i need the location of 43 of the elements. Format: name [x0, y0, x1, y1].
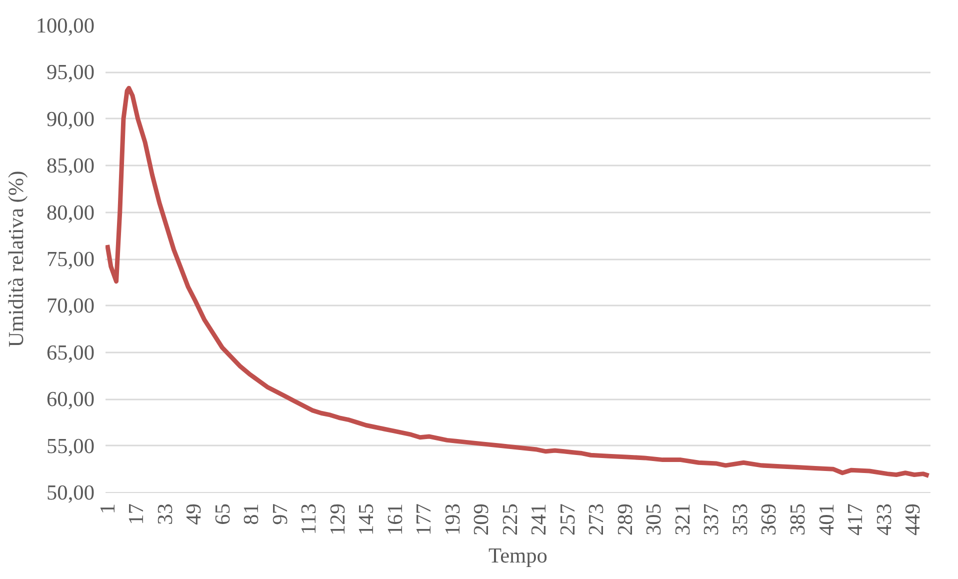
y-axis-title: Umidità relativa (%)	[4, 170, 28, 348]
y-tick-label: 55,00	[46, 434, 95, 458]
y-tick-label: 65,00	[46, 340, 95, 364]
x-tick-label: 401	[814, 503, 838, 536]
x-tick-label: 257	[555, 503, 580, 536]
x-tick-label: 369	[756, 503, 781, 536]
y-tick-label: 80,00	[46, 200, 95, 224]
y-tick-label: 70,00	[46, 294, 95, 318]
x-tick-label: 225	[498, 503, 522, 536]
x-tick-label: 177	[412, 503, 436, 536]
y-tick-label: 95,00	[46, 60, 95, 84]
x-tick-label: 321	[670, 503, 694, 536]
y-tick-label: 50,00	[46, 480, 95, 504]
x-tick-label: 209	[469, 503, 494, 536]
x-tick-label: 81	[239, 504, 264, 525]
x-tick-label: 449	[900, 503, 925, 536]
x-tick-label: 305	[642, 503, 666, 536]
x-tick-label: 129	[325, 503, 350, 536]
y-tick-label: 100,00	[36, 14, 95, 38]
x-tick-label: 385	[785, 503, 810, 536]
x-tick-label: 433	[872, 503, 896, 536]
x-tick-label: 193	[440, 503, 464, 536]
x-tick-label: 97	[268, 503, 292, 525]
x-tick-label: 1	[95, 503, 120, 514]
x-tick-label: 113	[296, 504, 321, 535]
x-tick-label: 273	[584, 503, 608, 536]
line-series	[106, 86, 930, 478]
x-tick-label: 241	[526, 503, 551, 536]
y-tick-label: 85,00	[46, 154, 95, 178]
x-tick-label: 161	[382, 503, 407, 536]
y-tick-label: 60,00	[46, 387, 95, 412]
x-tick-label: 289	[612, 503, 637, 536]
x-tick-label: 65	[210, 504, 234, 525]
x-tick-label: 49	[182, 504, 206, 525]
x-tick-label: 353	[728, 503, 752, 536]
x-tick-label: 145	[354, 503, 378, 536]
x-tick-label: 417	[843, 503, 868, 536]
x-tick-label: 17	[124, 503, 148, 525]
x-axis-title: Tempo	[488, 543, 548, 568]
y-tick-label: 75,00	[46, 247, 95, 271]
x-tick-label: 33	[152, 504, 177, 525]
y-tick-label: 90,00	[46, 106, 95, 131]
x-tick-label: 337	[699, 503, 724, 536]
